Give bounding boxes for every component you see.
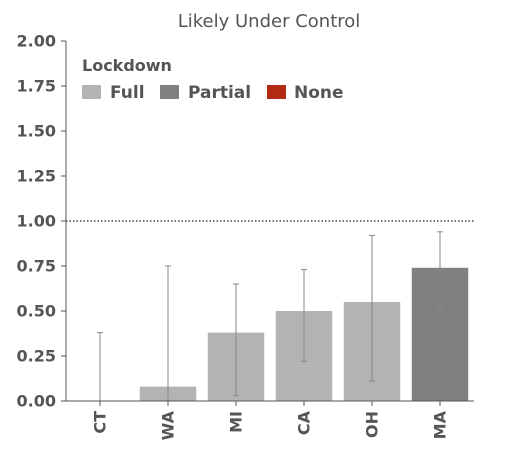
y-tick-label: 0.00: [17, 392, 56, 411]
y-tick-label: 0.25: [17, 347, 56, 366]
x-tick-label-ma: MA: [431, 410, 450, 439]
chart-title: Likely Under Control: [178, 11, 361, 32]
error-bar-ca: [301, 269, 307, 362]
legend-label-full: Full: [110, 83, 145, 103]
error-bar-oh: [369, 234, 375, 382]
error-bar-wa: [165, 265, 171, 402]
error-bar-ma: [437, 231, 443, 310]
legend-label-none: None: [294, 83, 344, 103]
x-tick-label-mi: MI: [227, 411, 246, 433]
y-tick-label: 1.00: [17, 212, 56, 231]
legend-title: Lockdown: [82, 56, 172, 75]
x-tick-label-wa: WA: [159, 410, 178, 440]
y-tick-label: 0.75: [17, 257, 56, 276]
legend-swatch-none: [267, 85, 286, 99]
x-tick-label-ca: CA: [295, 410, 314, 435]
plot-area: CT WA MI CA OH MA 0.00 0.25 0.50 0.75 1.00 1.25 1.50…: [17, 32, 474, 440]
error-bar-ct: [97, 332, 103, 402]
y-tick-label: 1.50: [17, 122, 56, 141]
y-tick-label: 2.00: [17, 32, 56, 51]
x-tick-label-oh: OH: [363, 411, 382, 438]
y-tick-label: 0.50: [17, 302, 56, 321]
error-bar-mi: [233, 283, 239, 397]
legend-label-partial: Partial: [188, 83, 251, 103]
x-tick-label-ct: CT: [91, 411, 110, 434]
legend-swatch-partial: [160, 85, 179, 99]
y-tick-label: 1.75: [17, 77, 56, 96]
legend-swatch-full: [82, 85, 101, 99]
legend: Lockdown Full Partial None: [82, 56, 344, 103]
y-tick-label: 1.25: [17, 167, 56, 186]
